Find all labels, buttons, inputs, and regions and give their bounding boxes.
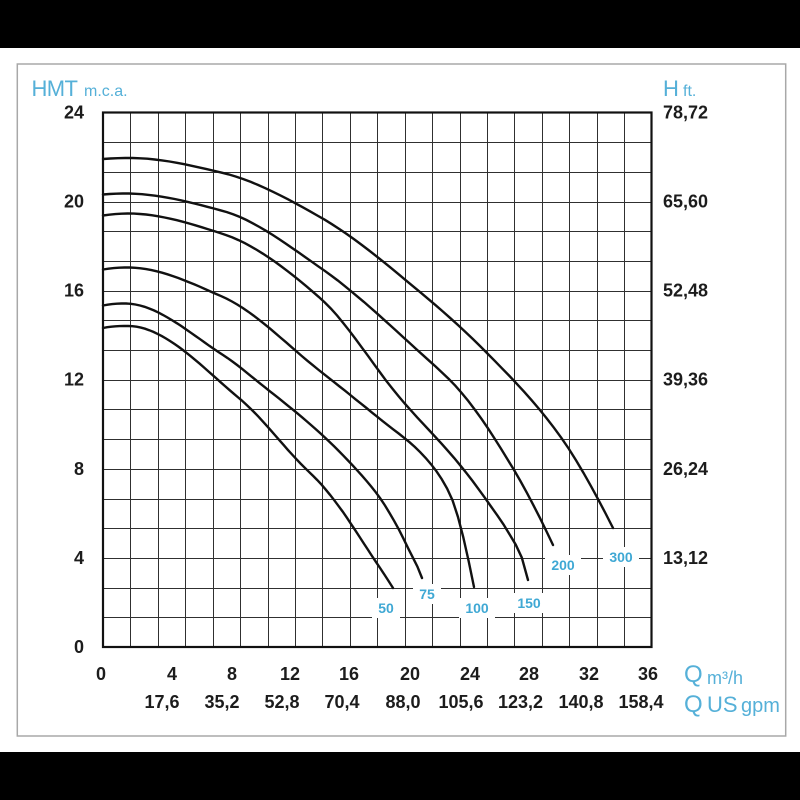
svg-text:4: 4 [74, 548, 84, 568]
svg-text:20: 20 [64, 192, 84, 212]
svg-text:36: 36 [638, 664, 658, 684]
svg-text:24: 24 [460, 664, 480, 684]
svg-text:12: 12 [64, 370, 84, 390]
svg-text:123,2: 123,2 [498, 692, 543, 712]
svg-text:24: 24 [64, 102, 84, 122]
svg-text:8: 8 [74, 459, 84, 479]
svg-text:50: 50 [378, 600, 394, 616]
svg-text:52,48: 52,48 [663, 281, 708, 301]
svg-text:200: 200 [551, 557, 575, 573]
svg-text:35,2: 35,2 [204, 692, 239, 712]
svg-text:28: 28 [519, 664, 539, 684]
svg-text:H: H [663, 76, 679, 101]
svg-text:ft.: ft. [683, 83, 696, 100]
svg-text:13,12: 13,12 [663, 548, 708, 568]
svg-text:78,72: 78,72 [663, 102, 708, 122]
svg-text:150: 150 [517, 595, 541, 611]
svg-text:300: 300 [609, 549, 633, 565]
svg-text:105,6: 105,6 [438, 692, 483, 712]
svg-text:Q: Q [684, 661, 703, 688]
svg-text:0: 0 [96, 664, 106, 684]
svg-text:16: 16 [64, 281, 84, 301]
svg-text:158,4: 158,4 [618, 692, 663, 712]
svg-text:100: 100 [465, 600, 489, 616]
svg-text:39,36: 39,36 [663, 370, 708, 390]
svg-text:20: 20 [400, 664, 420, 684]
svg-text:US: US [707, 692, 738, 717]
svg-text:140,8: 140,8 [558, 692, 603, 712]
svg-text:16: 16 [339, 664, 359, 684]
svg-text:17,6: 17,6 [144, 692, 179, 712]
svg-text:88,0: 88,0 [385, 692, 420, 712]
svg-text:8: 8 [227, 664, 237, 684]
svg-text:26,24: 26,24 [663, 459, 708, 479]
svg-text:0: 0 [74, 637, 84, 657]
svg-text:4: 4 [167, 664, 177, 684]
svg-text:52,8: 52,8 [264, 692, 299, 712]
svg-text:70,4: 70,4 [324, 692, 359, 712]
svg-text:65,60: 65,60 [663, 192, 708, 212]
svg-text:12: 12 [280, 664, 300, 684]
svg-text:Q: Q [684, 691, 703, 718]
svg-text:HMT: HMT [32, 76, 78, 101]
svg-text:32: 32 [579, 664, 599, 684]
svg-text:m.c.a.: m.c.a. [84, 83, 128, 100]
svg-text:gpm: gpm [741, 695, 780, 717]
svg-text:m³/h: m³/h [707, 668, 743, 688]
svg-text:75: 75 [419, 586, 435, 602]
